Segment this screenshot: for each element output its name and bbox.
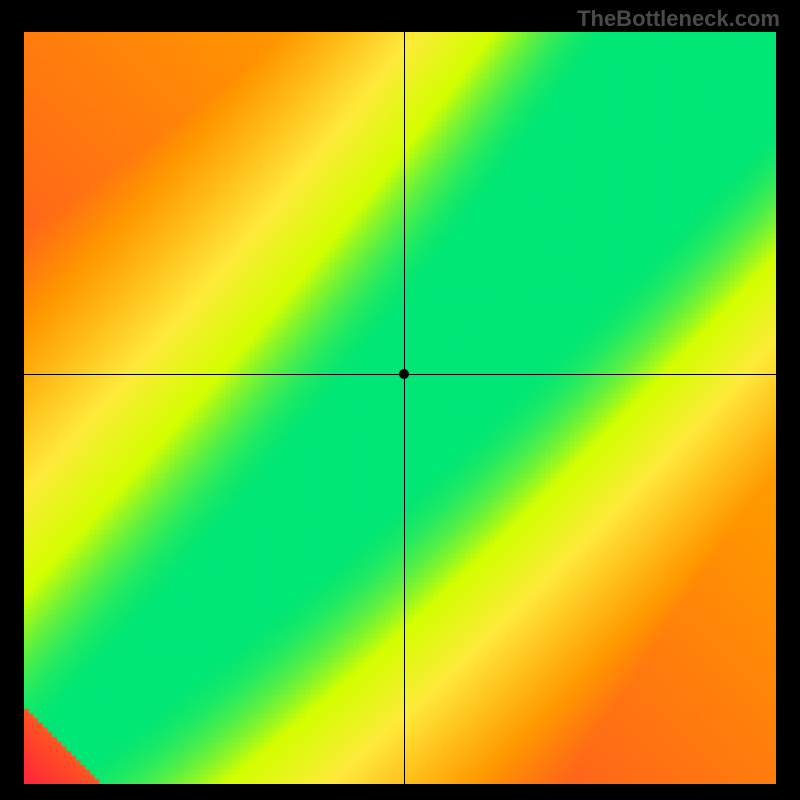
watermark-text: TheBottleneck.com	[577, 6, 780, 32]
point-marker	[399, 369, 409, 379]
crosshair-vertical	[404, 32, 405, 784]
chart-container	[24, 32, 776, 784]
heatmap-canvas	[24, 32, 776, 784]
